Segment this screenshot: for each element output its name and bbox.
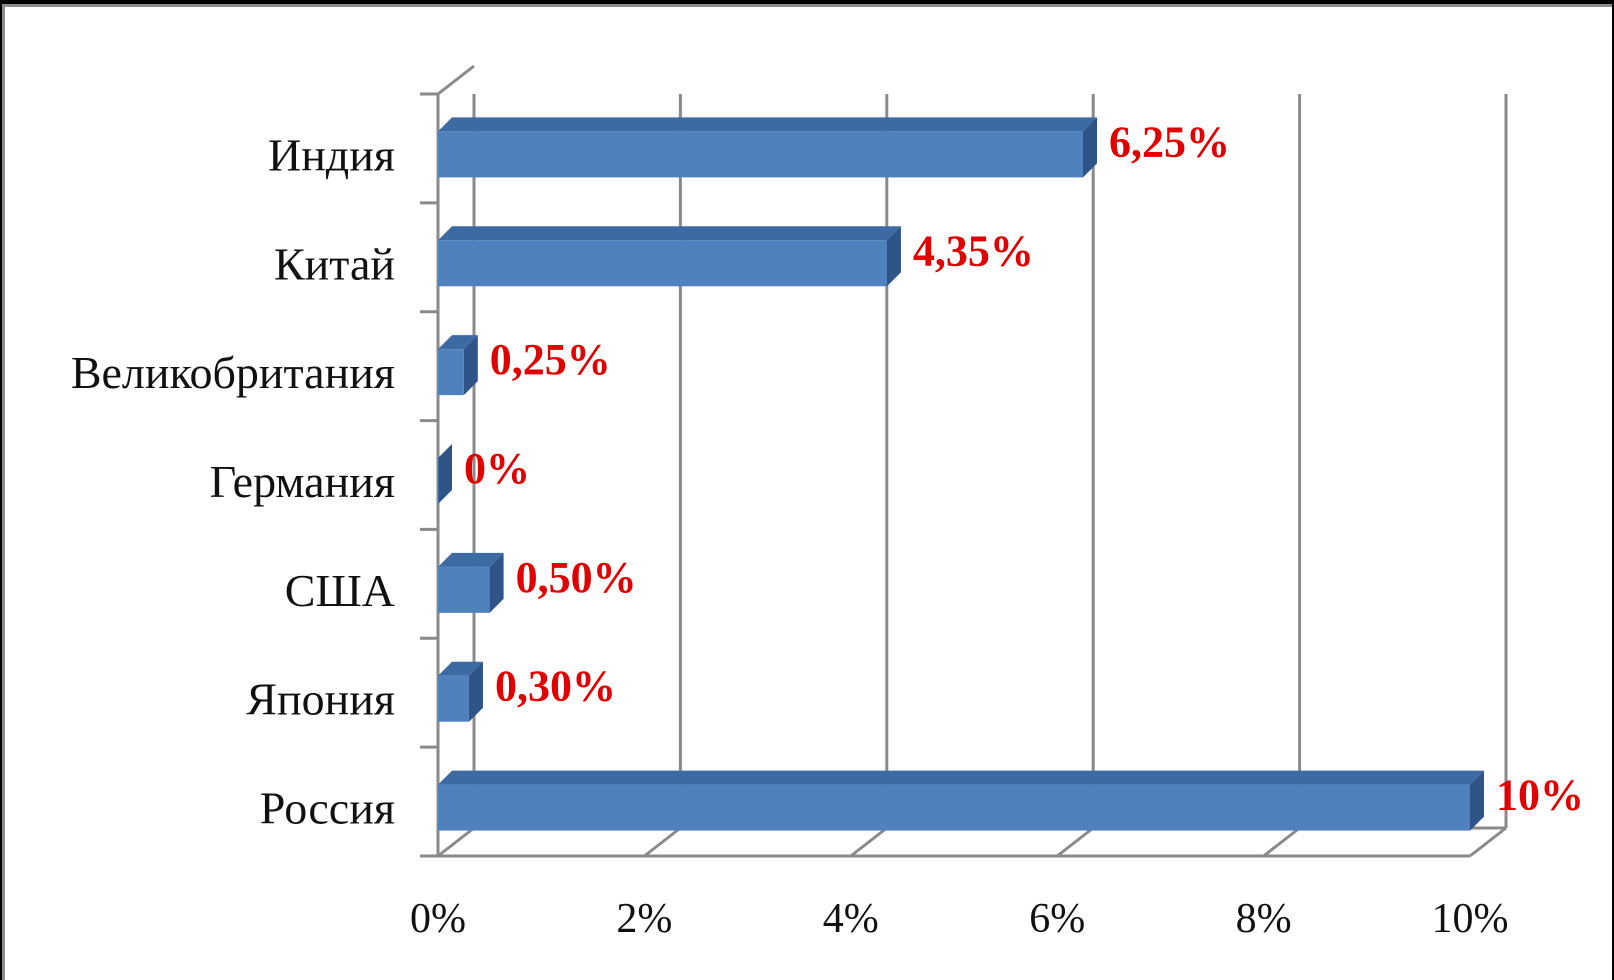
bar-top-face <box>438 770 1484 785</box>
bar-top-face <box>438 117 1097 132</box>
x-tick-label: 4% <box>823 896 879 942</box>
floor-gridline <box>1056 826 1095 858</box>
category-label: Германия <box>210 456 395 507</box>
data-label: 0,50% <box>516 553 637 602</box>
floor-gridline <box>437 826 475 858</box>
bar-top-face <box>438 552 504 567</box>
floor-gridline <box>849 826 888 858</box>
bar <box>438 566 490 613</box>
bar <box>438 131 1083 178</box>
bar-side-face <box>886 226 901 287</box>
data-label: 0% <box>464 444 530 493</box>
y-axis-depth-top <box>437 64 475 96</box>
bar-side-face <box>1083 117 1097 178</box>
data-label: 6,25% <box>1109 117 1230 166</box>
data-label: 0,30% <box>495 662 616 711</box>
bar-top-face <box>438 335 478 350</box>
x-tick-label: 6% <box>1029 896 1085 942</box>
bar-side-face <box>1470 770 1484 831</box>
x-tick-label: 10% <box>1432 896 1509 942</box>
category-label: Индия <box>268 129 395 180</box>
floor-gridline <box>643 826 682 858</box>
category-label: Китай <box>274 238 395 289</box>
bar-side-face <box>463 335 478 396</box>
x-tick-label: 2% <box>616 896 672 942</box>
data-label: 4,35% <box>913 226 1034 275</box>
floor-gridline <box>1469 826 1507 858</box>
bar <box>438 349 464 396</box>
x-tick-label: 0% <box>410 896 466 942</box>
category-label: Великобритания <box>71 347 395 398</box>
bar-side-face <box>468 661 483 722</box>
floor-gridline <box>1262 826 1301 858</box>
data-label: 0,25% <box>490 335 611 384</box>
category-label: США <box>285 565 395 616</box>
bar <box>438 675 469 722</box>
bar <box>438 240 887 287</box>
x-tick-label: 8% <box>1236 896 1292 942</box>
bar <box>438 784 1470 831</box>
bar-side-face <box>438 444 452 504</box>
bar-top-face <box>438 226 901 241</box>
bar-top-face <box>438 661 483 676</box>
category-label: Япония <box>246 674 395 725</box>
bar-side-face <box>489 552 504 613</box>
category-label: Россия <box>260 783 395 834</box>
data-label: 10% <box>1496 771 1584 820</box>
bar <box>438 458 439 504</box>
